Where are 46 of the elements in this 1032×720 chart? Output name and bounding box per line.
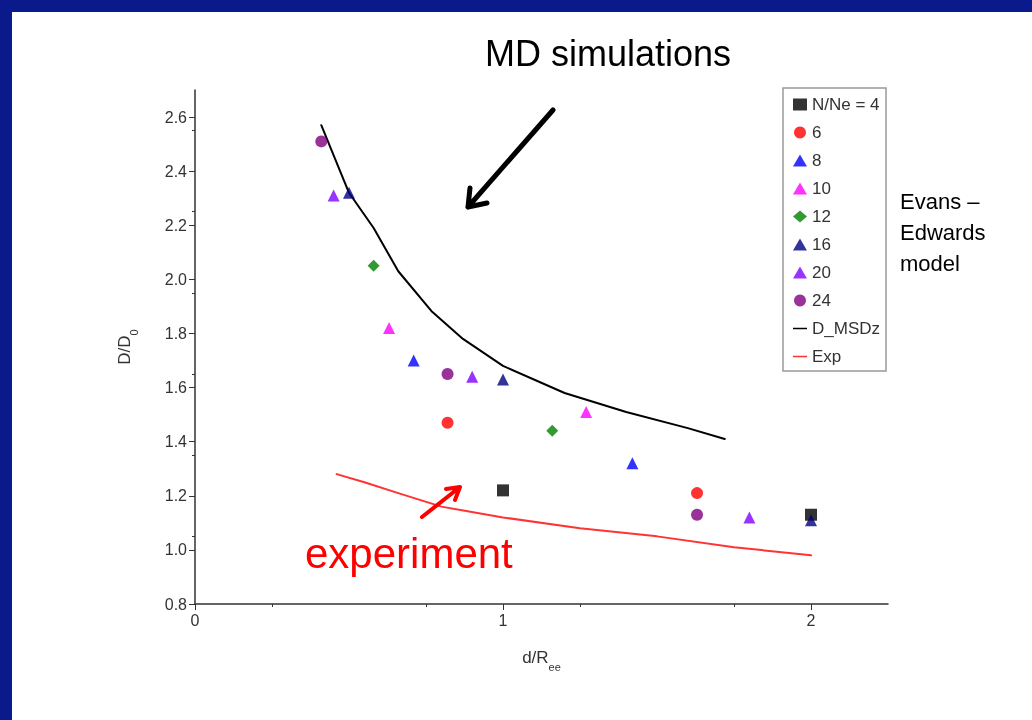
y-tick-label: 2.6 <box>164 108 188 126</box>
point <box>497 373 509 386</box>
x-tick-label: 1 <box>498 611 508 629</box>
y-tick-label: 2.0 <box>164 270 188 288</box>
y-tick-label: 2.4 <box>164 162 188 180</box>
y-axis-title: D/D0 <box>115 329 140 365</box>
point <box>327 189 340 202</box>
chart-title: MD simulations <box>484 32 732 74</box>
legend-label: Exp <box>811 347 842 366</box>
point <box>497 484 509 497</box>
legend-label: 24 <box>811 291 831 310</box>
legend-label: 8 <box>811 151 822 170</box>
legend-label: D_MSDz <box>811 319 881 338</box>
y-tick-label: 1.6 <box>164 379 188 397</box>
y-tick-label: 1.8 <box>164 324 188 342</box>
line-series <box>320 124 726 440</box>
legend-label: 16 <box>811 235 831 254</box>
point <box>805 514 817 527</box>
legend-label: 10 <box>811 179 831 198</box>
point <box>466 370 479 383</box>
y-tick-label: 1.4 <box>164 433 188 451</box>
x-tick-label: 0 <box>190 611 200 629</box>
point <box>315 135 328 148</box>
y-tick-label: 2.2 <box>164 216 188 234</box>
point <box>580 405 593 418</box>
y-tick-label: 0.8 <box>164 595 188 613</box>
point <box>691 508 704 521</box>
point <box>441 368 454 381</box>
point <box>691 487 704 500</box>
point <box>626 457 639 470</box>
point <box>546 424 559 437</box>
legend-label: N/Ne = 4 <box>811 95 880 114</box>
text: Evans – Edwards model <box>900 188 987 278</box>
point <box>407 354 420 367</box>
point <box>383 322 396 335</box>
y-tick-label: 1.0 <box>164 541 188 559</box>
point <box>441 416 454 429</box>
legend-label: 6 <box>811 123 822 142</box>
y-tick-label: 1.2 <box>164 487 188 505</box>
annotation: experiment <box>305 530 513 578</box>
point <box>743 511 756 524</box>
point <box>343 186 355 199</box>
legend-label: 20 <box>811 263 831 282</box>
point <box>367 259 380 272</box>
legend-label: 12 <box>811 207 831 226</box>
x-tick-label: 2 <box>806 611 816 629</box>
